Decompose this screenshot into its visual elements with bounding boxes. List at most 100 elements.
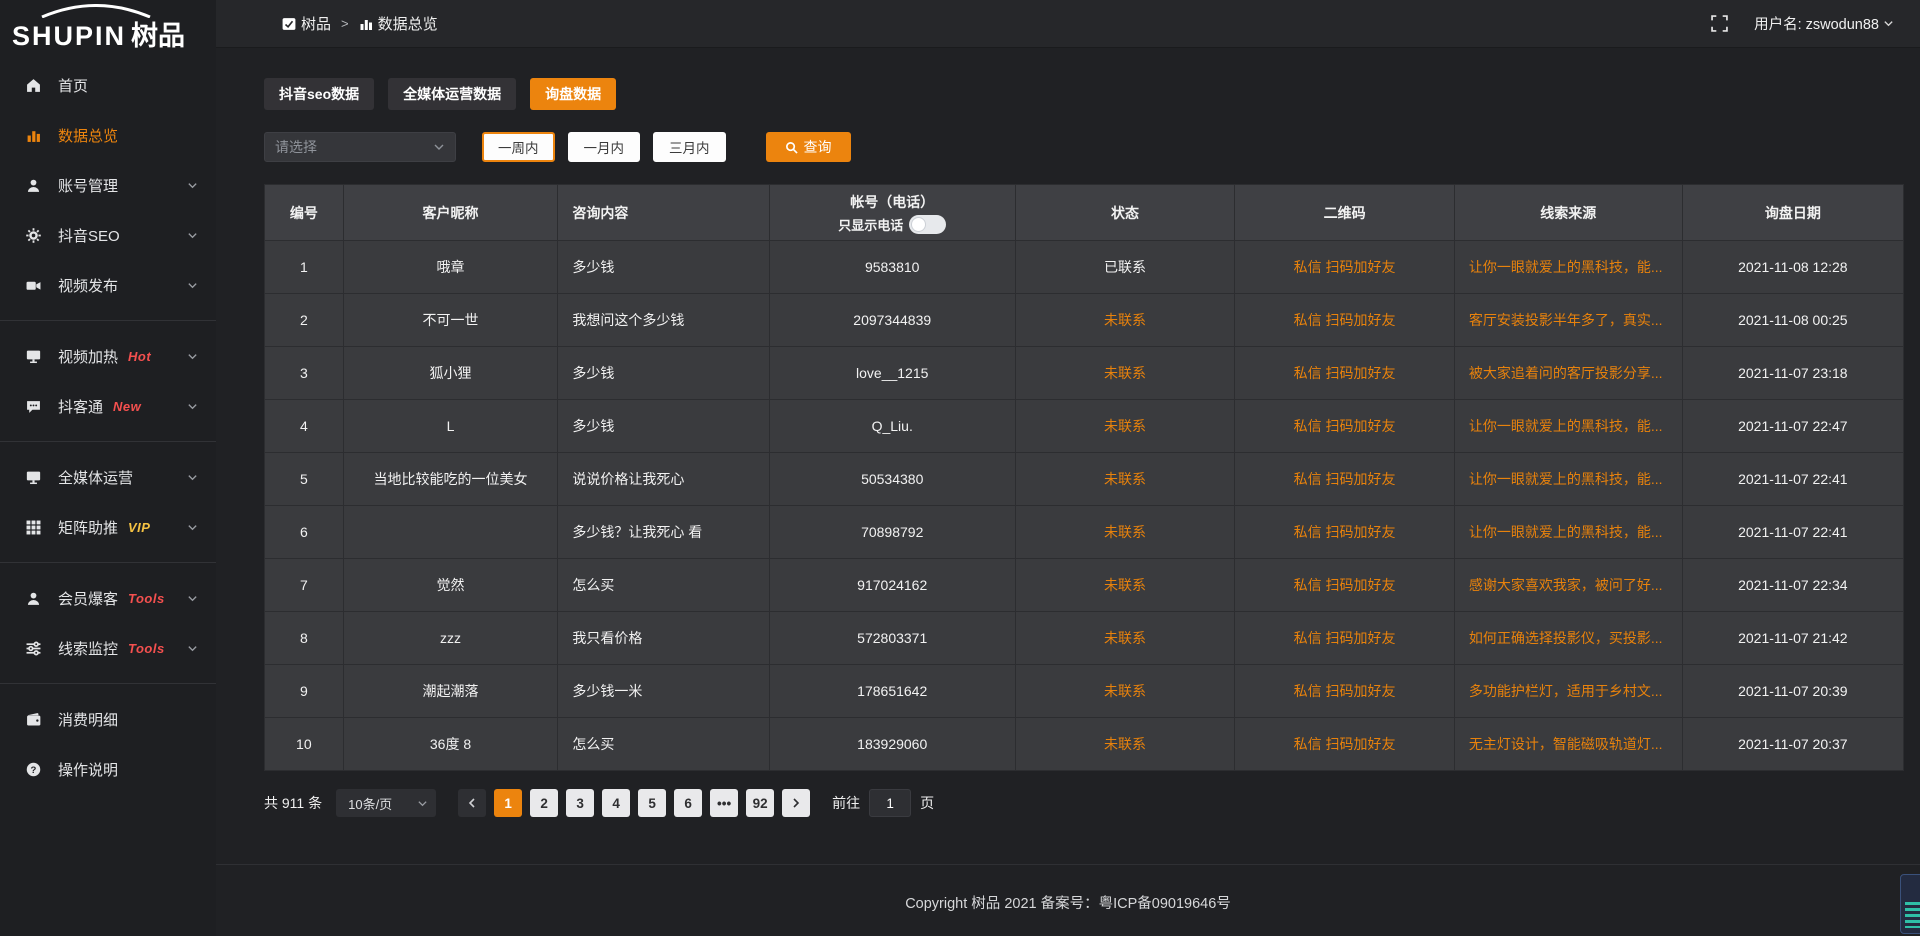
copyright-text: Copyright 树品 2021 备案号：粤ICP备09019646号 — [905, 896, 1231, 912]
cell-content: 我想问这个多少钱 — [557, 293, 770, 347]
page-size-select[interactable]: 10条/页 — [336, 789, 437, 817]
main-column: 树品 > 数据总览 用户名: zswodun88 — [216, 0, 1920, 936]
sidebar-item-label: 账号管理 — [58, 177, 119, 195]
sidebar-item[interactable]: 抖客通 New — [0, 381, 216, 431]
col-status: 状态 — [1014, 184, 1236, 241]
user-menu[interactable]: 用户名: zswodun88 — [1754, 13, 1894, 34]
footer: Copyright 树品 2021 备案号：粤ICP备09019646号 — [216, 864, 1920, 936]
sidebar-item[interactable]: ? 操作说明 — [0, 744, 216, 794]
cell-nickname: 潮起潮落 — [342, 664, 559, 718]
cell-status: 未联系 — [1014, 664, 1236, 718]
sidebar-item-label: 矩阵助推 — [58, 519, 119, 537]
table-row: 2 不可一世 我想问这个多少钱 2097344839 未联系 私信 扫码加好友 … — [264, 293, 1905, 347]
sidebar-item[interactable]: 全媒体运营 — [0, 452, 216, 502]
floating-widget[interactable] — [1900, 874, 1920, 934]
col-qrcode: 二维码 — [1234, 184, 1455, 241]
cell-account: 50534380 — [768, 452, 1016, 506]
col-id: 编号 — [264, 184, 344, 241]
cell-account: 2097344839 — [768, 293, 1016, 347]
sidebar-item[interactable]: 数据总览 — [0, 110, 216, 160]
tab-button[interactable]: 抖音seo数据 — [264, 78, 375, 110]
cell-qrcode-link[interactable]: 私信 扫码加好友 — [1234, 399, 1455, 453]
cell-source-link[interactable]: 无主灯设计，智能磁吸轨道灯... — [1453, 717, 1683, 771]
filter-select-placeholder: 请选择 — [275, 139, 317, 155]
cell-id: 3 — [264, 346, 344, 400]
page-number-button[interactable]: 92 — [746, 789, 775, 817]
cell-account: 183929060 — [768, 717, 1016, 771]
cell-id: 1 — [264, 240, 344, 294]
query-button[interactable]: 查询 — [765, 132, 851, 162]
page-number-button[interactable]: ••• — [710, 789, 739, 817]
cell-qrcode-link[interactable]: 私信 扫码加好友 — [1234, 452, 1455, 506]
cell-source-link[interactable]: 多功能护栏灯，适用于乡村文... — [1453, 664, 1683, 718]
sidebar-item[interactable]: 矩阵助推 VIP — [0, 502, 216, 552]
sidebar-item[interactable] — [0, 562, 216, 563]
bar-chart-icon — [26, 127, 45, 143]
cell-qrcode-link[interactable]: 私信 扫码加好友 — [1234, 293, 1455, 347]
cell-source-link[interactable]: 让你一眼就爱上的黑科技，能... — [1453, 399, 1683, 453]
cell-qrcode-link[interactable]: 私信 扫码加好友 — [1234, 240, 1455, 294]
cell-source-link[interactable]: 让你一眼就爱上的黑科技，能... — [1453, 505, 1683, 559]
page-number-button[interactable]: 1 — [494, 789, 523, 817]
sidebar-item[interactable] — [0, 441, 216, 442]
sidebar-item[interactable]: 视频加热 Hot — [0, 331, 216, 381]
sidebar-item[interactable]: 抖音SEO — [0, 210, 216, 260]
cell-qrcode-link[interactable]: 私信 扫码加好友 — [1234, 505, 1455, 559]
cell-id: 4 — [264, 399, 344, 453]
total-count: 共 911 条 — [264, 795, 323, 811]
page-number-button[interactable]: 5 — [638, 789, 667, 817]
page-number-button[interactable]: 6 — [674, 789, 703, 817]
goto-suffix: 页 — [920, 795, 935, 811]
page-number-button[interactable]: 2 — [530, 789, 559, 817]
sidebar-item[interactable]: 首页 — [0, 60, 216, 110]
sidebar-item[interactable]: 视频发布 — [0, 260, 216, 310]
cell-source-link[interactable]: 让你一眼就爱上的黑科技，能... — [1453, 452, 1683, 506]
filter-select[interactable]: 请选择 — [264, 132, 456, 162]
sidebar-item[interactable] — [0, 320, 216, 321]
col-account: 帐号（电话） 只显示电话 — [768, 184, 1016, 241]
page-number-button[interactable]: 3 — [566, 789, 595, 817]
period-button[interactable]: 一月内 — [567, 132, 640, 162]
next-page-button[interactable] — [782, 789, 811, 817]
cell-date: 2021-11-07 22:47 — [1681, 399, 1905, 453]
tab-button[interactable]: 全媒体运营数据 — [388, 78, 517, 110]
cell-nickname: 狐小狸 — [342, 346, 559, 400]
cell-source-link[interactable]: 感谢大家喜欢我家，被问了好... — [1453, 558, 1683, 612]
sidebar-item-label: 消费明细 — [58, 711, 119, 729]
sidebar-item-label: 数据总览 — [58, 127, 119, 145]
phone-only-toggle[interactable] — [909, 214, 947, 234]
sidebar-item[interactable]: 消费明细 — [0, 694, 216, 744]
period-button[interactable]: 一周内 — [482, 132, 555, 162]
cell-source-link[interactable]: 让你一眼就爱上的黑科技，能... — [1453, 240, 1683, 294]
sidebar-item[interactable]: 线索监控 Tools — [0, 623, 216, 673]
fullscreen-icon[interactable] — [1711, 15, 1728, 32]
period-button[interactable]: 三月内 — [653, 132, 726, 162]
cell-qrcode-link[interactable]: 私信 扫码加好友 — [1234, 611, 1455, 665]
sidebar-nav: 首页 数据总览 账号管理 — [0, 60, 216, 794]
cell-status: 未联系 — [1014, 717, 1236, 771]
brand-logo: SHUPIN 树品 — [0, 0, 216, 60]
tab-button[interactable]: 询盘数据 — [530, 78, 617, 110]
cell-qrcode-link[interactable]: 私信 扫码加好友 — [1234, 558, 1455, 612]
breadcrumb-root[interactable]: 树品 — [301, 16, 332, 33]
cell-account: 917024162 — [768, 558, 1016, 612]
cell-source-link[interactable]: 如何正确选择投影仪，买投影... — [1453, 611, 1683, 665]
cell-qrcode-link[interactable]: 私信 扫码加好友 — [1234, 717, 1455, 771]
sidebar-item[interactable] — [0, 683, 216, 684]
page-number-button[interactable]: 4 — [602, 789, 631, 817]
sidebar-item[interactable]: 账号管理 — [0, 160, 216, 210]
sidebar-item[interactable]: 会员爆客 Tools — [0, 573, 216, 623]
cell-nickname — [342, 505, 559, 559]
goto-page-input[interactable] — [869, 789, 912, 817]
username-label: 用户名: zswodun88 — [1754, 17, 1879, 33]
cell-qrcode-link[interactable]: 私信 扫码加好友 — [1234, 664, 1455, 718]
cell-qrcode-link[interactable]: 私信 扫码加好友 — [1234, 346, 1455, 400]
cell-source-link[interactable]: 客厅安装投影半年多了，真实... — [1453, 293, 1683, 347]
cell-id: 5 — [264, 452, 344, 506]
cell-account: love__1215 — [768, 346, 1016, 400]
topbar-right: 用户名: zswodun88 — [1711, 13, 1894, 34]
sidebar-item-label: 操作说明 — [58, 761, 119, 779]
prev-page-button[interactable] — [458, 789, 487, 817]
cell-source-link[interactable]: 被大家追着问的客厅投影分享... — [1453, 346, 1683, 400]
grid-icon — [26, 519, 45, 535]
